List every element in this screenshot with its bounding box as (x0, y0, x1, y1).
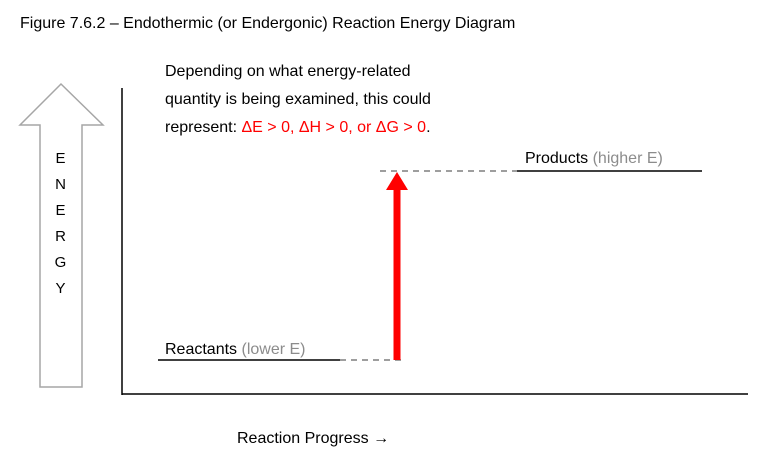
energy-arrow (18, 82, 105, 388)
products-label: Products (higher E) (525, 150, 663, 167)
note-line: represent: ΔE > 0, ΔH > 0, or ΔG > 0. (165, 119, 431, 136)
energy-change-arrowhead (386, 172, 408, 190)
level-note: (lower E) (242, 341, 306, 358)
note-text: represent: (165, 119, 241, 136)
note-highlight: ΔE > 0, ΔH > 0, or ΔG > 0 (241, 119, 426, 136)
level-note: (higher E) (593, 150, 663, 167)
note-text: . (426, 119, 430, 136)
figure-title: Figure 7.6.2 – Endothermic (or Endergoni… (20, 15, 515, 32)
y-axis-label: ENERGY (52, 150, 69, 306)
level-name: Products (525, 150, 588, 167)
level-name: Reactants (165, 341, 237, 358)
reactants-label: Reactants (lower E) (165, 341, 306, 358)
note-line: quantity is being examined, this could (165, 91, 431, 108)
x-axis-label: Reaction Progress → (237, 430, 389, 447)
note-line: Depending on what energy-related (165, 63, 411, 80)
